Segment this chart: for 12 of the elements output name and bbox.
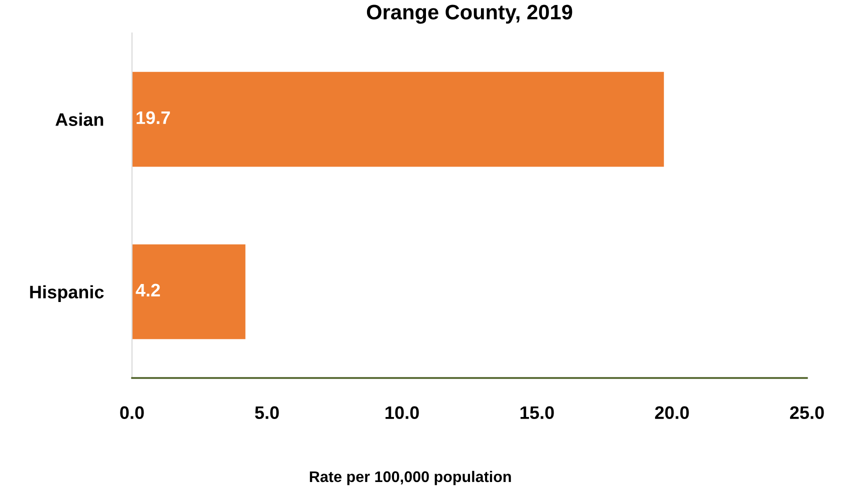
- data-label: 4.2: [136, 284, 160, 296]
- x-tick-label: 10.0: [386, 406, 419, 420]
- x-axis-title: Rate per 100,000 population: [310, 470, 511, 486]
- x-tick-label: 25.0: [790, 406, 824, 420]
- y-tick-label: Asian: [56, 112, 104, 126]
- data-label: 19.7: [136, 111, 170, 124]
- x-tick-label: 0.0: [120, 406, 144, 420]
- chart-title: Orange County, 2019: [366, 4, 572, 24]
- y-tick-label: Hispanic: [30, 285, 104, 302]
- x-tick-label: 5.0: [255, 406, 279, 420]
- x-tick-label: 20.0: [655, 406, 689, 420]
- x-tick-label: 15.0: [520, 406, 554, 420]
